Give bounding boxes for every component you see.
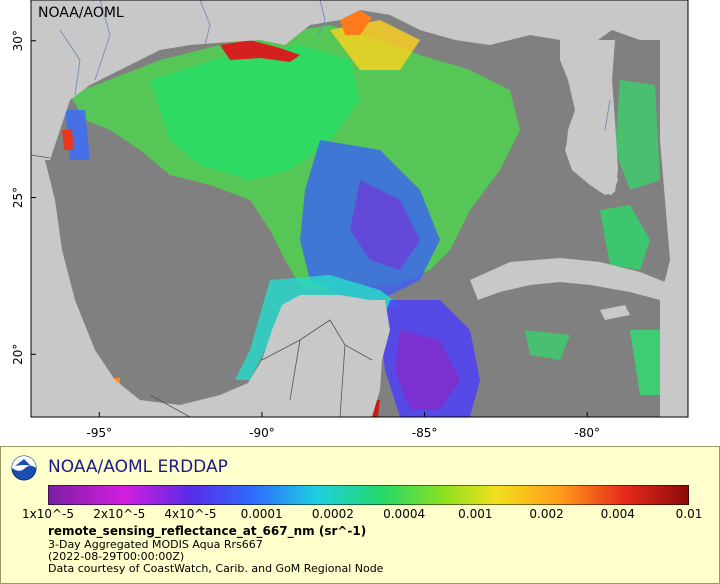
colorbar [48, 485, 689, 505]
lon-tick-label: -80° [574, 426, 600, 440]
longitude-axis: -95° -90° -85° -80° [86, 412, 600, 440]
colorbar-tick-label: 0.0002 [311, 507, 354, 521]
variable-name: remote_sensing_reflectance_at_667_nm (sr… [48, 524, 367, 538]
dataset-title: 3-Day Aggregated MODIS Aqua Rrs667 [48, 538, 263, 551]
data-credit: Data courtesy of CoastWatch, Carib. and … [48, 562, 384, 575]
lon-tick-label: -95° [86, 426, 112, 440]
land-layer [31, 0, 688, 417]
erddap-title: NOAA/AOML ERDDAP [48, 457, 228, 477]
colorbar-tick-label: 0.0001 [240, 507, 283, 521]
rivers [59, 0, 611, 131]
lon-tick-label: -90° [249, 426, 275, 440]
latitude-axis: 30° 25° 20° [11, 30, 36, 365]
colorbar-tick-label: 0.002 [529, 507, 564, 521]
colorbar-tick-label: 0.01 [675, 507, 703, 521]
colorbar-tick-label: 1x10^-5 [21, 507, 75, 521]
lat-tick-label: 30° [11, 30, 25, 51]
map-frame: NOAA/AOML 30° 25° 20° -95° -90° -85° -80° [11, 0, 689, 440]
lat-tick-label: 20° [11, 344, 25, 365]
lon-tick-label: -85° [412, 426, 438, 440]
colorbar-tick-labels: 1x10^-5 2x10^-5 4x10^-5 0.0001 0.0002 0.0004 0… [1, 507, 719, 523]
legend-panel: NOAA/AOML ERDDAP 1x10^-5 2x10^-5 4x10^-5 0.… [0, 446, 720, 584]
noaa-logo-icon [11, 455, 37, 481]
plot-border [30, 0, 689, 418]
lat-tick-label: 25° [11, 187, 25, 208]
dataset-time: (2022-08-29T00:00:00Z) [48, 550, 185, 563]
map-credit: NOAA/AOML [38, 5, 124, 21]
colorbar-tick-label: 0.001 [458, 507, 493, 521]
colorbar-tick-label: 0.004 [600, 507, 635, 521]
colorbar-tick-label: 0.0004 [383, 507, 426, 521]
colorbar-tick-label: 4x10^-5 [164, 507, 217, 521]
map-canvas: NOAA/AOML 30° 25° 20° -95° -90° -85° -80° [11, 0, 689, 440]
reflectance-layer [62, 10, 660, 417]
colorbar-tick-label: 2x10^-5 [93, 507, 146, 521]
political-borders [31, 154, 373, 417]
